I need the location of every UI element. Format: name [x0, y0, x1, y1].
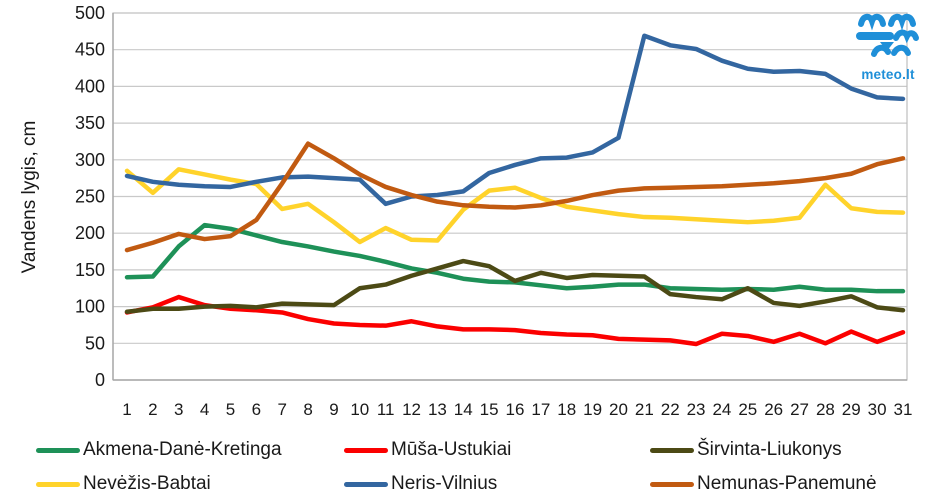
legend-label: Neris-Vilnius: [391, 473, 498, 494]
svg-text:350: 350: [75, 113, 105, 133]
svg-text:50: 50: [85, 333, 105, 353]
legend-item-akmena: Akmena-Danė-Kretinga: [36, 437, 282, 463]
svg-text:450: 450: [75, 40, 105, 60]
legend-item-sirvinta: Širvinta-Liukonys: [650, 437, 842, 463]
svg-text:21: 21: [635, 400, 654, 419]
legend-swatch-neris: [344, 481, 388, 487]
svg-text:19: 19: [583, 400, 602, 419]
svg-text:31: 31: [894, 400, 913, 419]
svg-text:28: 28: [816, 400, 835, 419]
line-musa-ustukiai: [124, 294, 906, 347]
legend-label: Nemunas-Panemunė: [697, 473, 877, 494]
legend-item-musa: Mūša-Ustukiai: [344, 437, 511, 463]
y-axis-title: Vandens lygis, cm: [19, 120, 40, 274]
svg-text:23: 23: [687, 400, 706, 419]
legend-swatch-nevezis: [36, 481, 80, 487]
x-axis-tick-labels: 1 2 3 4 5 6 7 8 9 10 11 12 13 14 15 16 17 18 19 20 21 22 23 24 2…: [122, 400, 912, 419]
svg-text:6: 6: [252, 400, 261, 419]
svg-text:26: 26: [764, 400, 783, 419]
line-neris-vilnius: [124, 33, 906, 207]
y-gridlines: [113, 49, 907, 344]
legend-label: Mūša-Ustukiai: [391, 439, 512, 460]
legend-item-neris: Neris-Vilnius: [344, 471, 497, 497]
svg-text:1: 1: [122, 400, 131, 419]
svg-text:2: 2: [148, 400, 157, 419]
svg-text:9: 9: [329, 400, 338, 419]
svg-text:250: 250: [75, 187, 105, 207]
svg-text:500: 500: [75, 3, 105, 23]
svg-text:29: 29: [842, 400, 861, 419]
svg-text:3: 3: [174, 400, 183, 419]
svg-text:12: 12: [402, 400, 421, 419]
svg-text:16: 16: [506, 400, 525, 419]
legend-swatch-sirvinta: [650, 447, 694, 453]
svg-text:10: 10: [350, 400, 369, 419]
svg-text:8: 8: [303, 400, 312, 419]
meteo-lt-logo: meteo.lt: [852, 12, 924, 82]
svg-text:4: 4: [200, 400, 209, 419]
svg-text:15: 15: [480, 400, 499, 419]
legend-label: Nevėžis-Babtai: [83, 473, 211, 494]
plot-border: [112, 12, 908, 381]
svg-text:150: 150: [75, 260, 105, 280]
svg-text:100: 100: [75, 297, 105, 317]
legend-label: Akmena-Danė-Kretinga: [83, 439, 282, 460]
svg-text:22: 22: [661, 400, 680, 419]
svg-text:18: 18: [557, 400, 576, 419]
svg-text:14: 14: [454, 400, 473, 419]
svg-text:11: 11: [377, 400, 395, 419]
svg-text:7: 7: [277, 400, 286, 419]
series-lines: [124, 33, 906, 347]
line-sirvinta-liukonys: [124, 258, 906, 314]
legend-swatch-akmena: [36, 447, 80, 453]
svg-text:5: 5: [226, 400, 235, 419]
svg-text:200: 200: [75, 223, 105, 243]
svg-text:27: 27: [790, 400, 809, 419]
line-nemunas-panemune: [124, 141, 906, 253]
svg-text:25: 25: [738, 400, 757, 419]
svg-text:24: 24: [712, 400, 731, 419]
legend-item-nemunas: Nemunas-Panemunė: [650, 471, 877, 497]
svg-text:300: 300: [75, 150, 105, 170]
legend-swatch-musa: [344, 447, 388, 453]
logo-text: meteo.lt: [861, 67, 915, 82]
svg-text:13: 13: [428, 400, 447, 419]
svg-text:17: 17: [531, 400, 550, 419]
svg-text:20: 20: [609, 400, 628, 419]
svg-text:400: 400: [75, 76, 105, 96]
svg-text:0: 0: [95, 370, 105, 390]
svg-text:30: 30: [868, 400, 887, 419]
legend-swatch-nemunas: [650, 481, 694, 487]
legend-label: Širvinta-Liukonys: [697, 439, 842, 460]
legend-item-nevezis: Nevėžis-Babtai: [36, 471, 211, 497]
y-axis-tick-labels: 0 50 100 150 200 250 300 350 400 450 500: [75, 3, 105, 390]
waves-logo-icon: [856, 13, 919, 57]
